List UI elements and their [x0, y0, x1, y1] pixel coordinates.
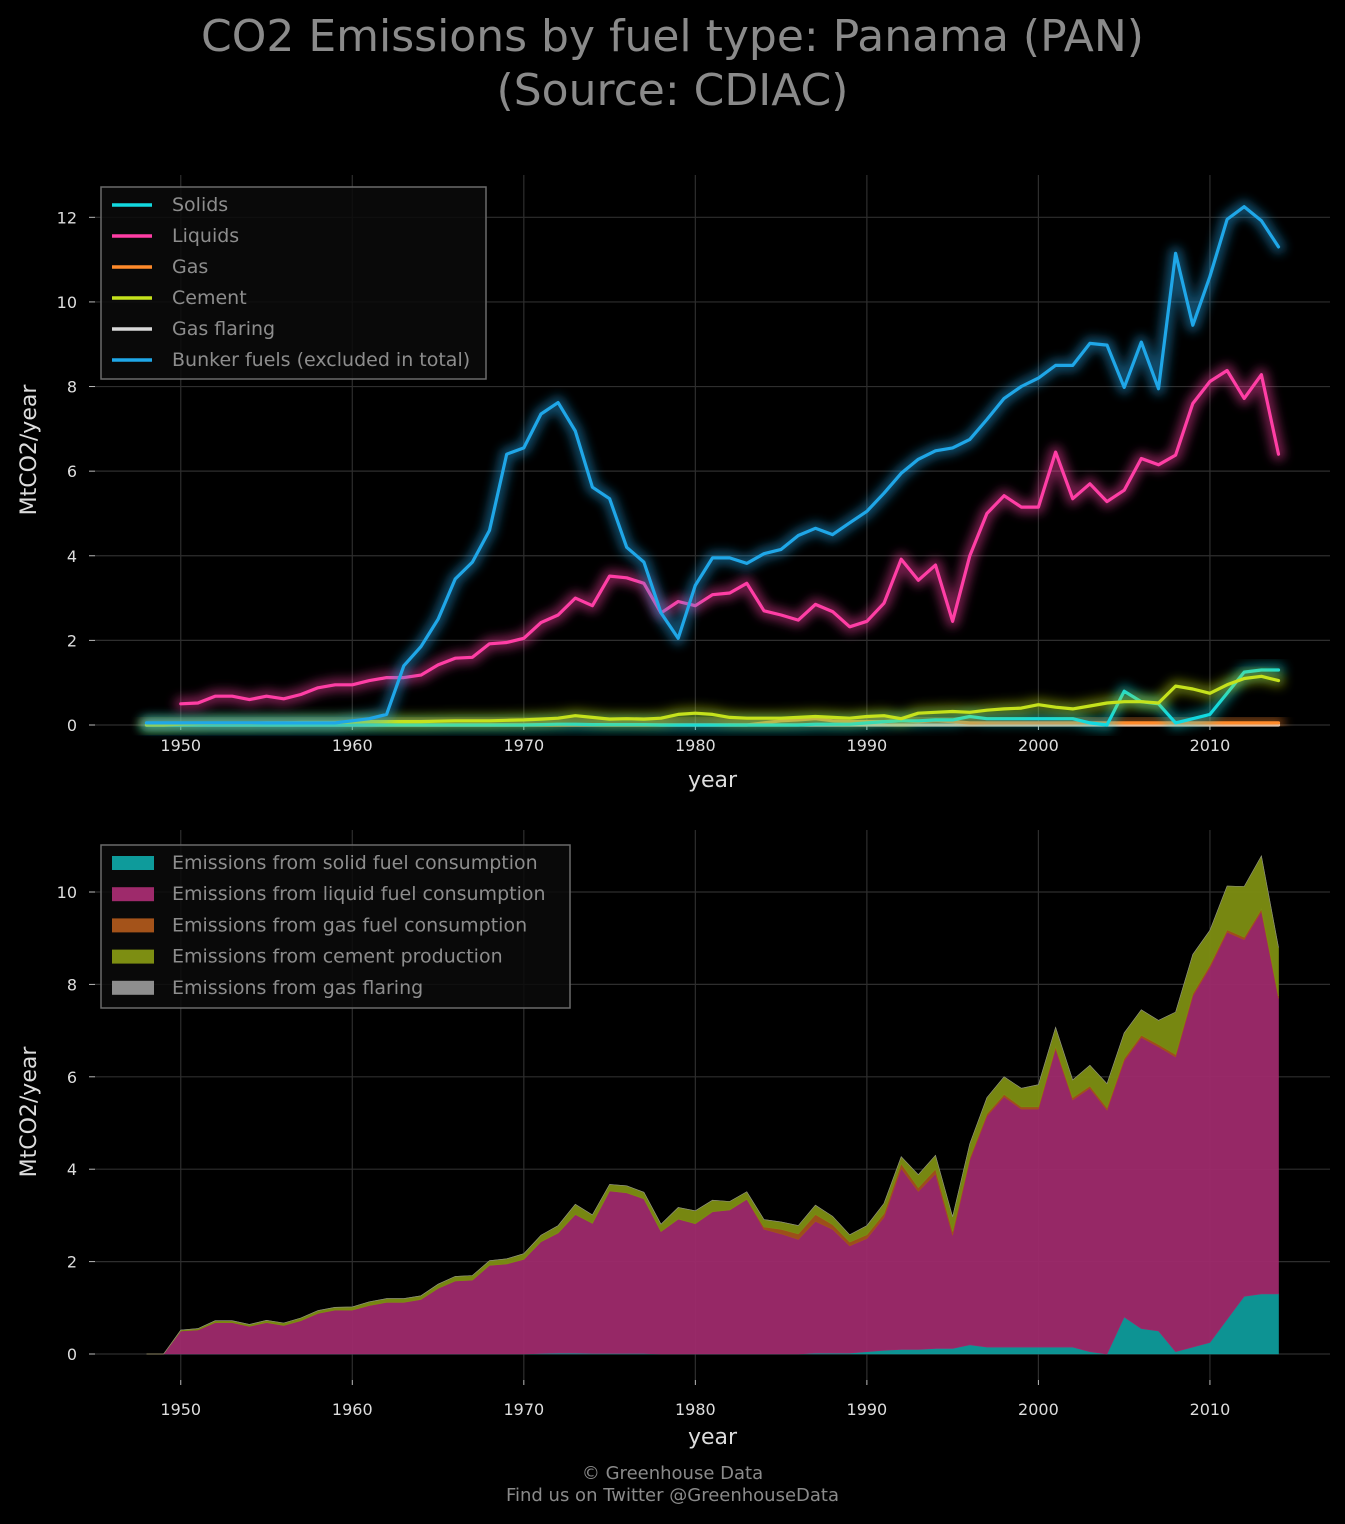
legend-label-emissions-from-liquid-fuel-consumption: Emissions from liquid fuel consumption	[172, 883, 546, 905]
bottom-chart-x-axis-label: year	[688, 1425, 738, 1450]
legend-frame	[100, 844, 571, 1009]
top-chart-x-tick-label: 1960	[332, 736, 373, 755]
legend-swatch-emissions-from-liquid-fuel-consumption	[112, 887, 154, 902]
legend-label-emissions-from-gas-fuel-consumption: Emissions from gas fuel consumption	[172, 914, 527, 936]
series-line-bunker-fuels-excluded-in-total	[144, 205, 1281, 725]
legend-label-gas: Gas	[172, 256, 208, 278]
bottom-chart-legend: Emissions from solid fuel consumption Emi…	[100, 844, 571, 1009]
bottom-chart-y-tick-label: 10	[57, 883, 77, 902]
legend-label-emissions-from-gas-flaring: Emissions from gas flaring	[172, 977, 423, 999]
bottom-area-chart: 1950 1960 1970 1980 1990 2000 2010 0 2 4 6 8 10 year M…	[17, 830, 1330, 1450]
legend-frame	[100, 186, 487, 380]
top-chart-y-axis-label: MtCO2/year	[17, 384, 42, 516]
top-chart-x-tick-label: 2010	[1190, 736, 1231, 755]
top-chart-y-tick-label: 4	[67, 547, 77, 566]
chart-title: CO2 Emissions by fuel type: Panama (PAN)…	[0, 10, 1345, 118]
top-chart-x-tick-label: 1950	[160, 736, 201, 755]
legend-label-solids: Solids	[172, 194, 228, 216]
bottom-chart-y-tick-label: 0	[67, 1345, 77, 1364]
top-chart-y-tick-label: 0	[67, 716, 77, 735]
legend-label-emissions-from-solid-fuel-consumption: Emissions from solid fuel consumption	[172, 852, 538, 874]
legend-swatch-emissions-from-solid-fuel-consumption	[112, 856, 154, 870]
legend-swatch-emissions-from-gas-flaring	[112, 980, 154, 995]
legend-label-gas-flaring: Gas flaring	[172, 318, 275, 340]
top-chart-y-tick-label: 2	[67, 631, 77, 650]
bottom-chart-x-tick-label: 1970	[503, 1400, 544, 1419]
bottom-chart-y-tick-label: 4	[67, 1160, 77, 1179]
footer-copyright: © Greenhouse Data	[581, 1463, 764, 1484]
bottom-chart-x-tick-label: 1950	[160, 1400, 201, 1419]
top-chart-x-axis-label: year	[688, 768, 738, 793]
bottom-chart-y-tick-label: 8	[67, 975, 77, 994]
title-line-2: (Source: CDIAC)	[496, 65, 849, 116]
top-chart-x-tick-label: 1990	[847, 736, 888, 755]
title-line-1: CO2 Emissions by fuel type: Panama (PAN)	[201, 11, 1144, 62]
top-chart-x-tick-label: 1970	[503, 736, 544, 755]
series-glow-liquids	[174, 364, 1285, 711]
bottom-chart-x-tick-label: 1980	[675, 1400, 716, 1419]
legend-label-bunker-fuels-excluded-in-total: Bunker fuels (excluded in total)	[172, 349, 470, 371]
area-emissions-from-gas-flaring	[146, 855, 1279, 1355]
top-chart-y-tick-label: 8	[67, 378, 77, 397]
bottom-chart-y-tick-label: 2	[67, 1253, 77, 1272]
legend-label-emissions-from-cement-production: Emissions from cement production	[172, 946, 503, 968]
top-chart-x-tick-label: 1980	[675, 736, 716, 755]
legend-swatch-emissions-from-cement-production	[112, 949, 154, 964]
top-chart-y-tick-label: 12	[57, 208, 77, 227]
legend-swatch-emissions-from-gas-fuel-consumption	[112, 918, 154, 933]
footer-twitter: Find us on Twitter @GreenhouseData	[505, 1485, 840, 1506]
bottom-chart-y-axis-label: MtCO2/year	[17, 1046, 42, 1178]
top-chart-y-tick-label: 10	[57, 293, 77, 312]
top-line-chart: 1950 1960 1970 1980 1990 2000 2010 0 2 4 6 8 10 12 yea…	[17, 175, 1330, 793]
legend-label-liquids: Liquids	[172, 225, 239, 247]
top-chart-legend: Solids Liquids Gas Cement Gas flaring Bunker …	[100, 186, 487, 380]
footer: © Greenhouse Data Find us on Twitter @Gr…	[0, 1463, 1345, 1507]
bottom-chart-x-tick-label: 2010	[1190, 1400, 1231, 1419]
top-chart-y-tick-label: 6	[67, 462, 77, 481]
legend-label-cement: Cement	[172, 287, 247, 309]
series-line-liquids	[179, 368, 1281, 706]
bottom-chart-y-tick-label: 6	[67, 1068, 77, 1087]
bottom-chart-x-tick-label: 1990	[847, 1400, 888, 1419]
bottom-chart-x-tick-label: 1960	[332, 1400, 373, 1419]
top-chart-x-tick-label: 2000	[1018, 736, 1059, 755]
bottom-chart-x-tick-label: 2000	[1018, 1400, 1059, 1419]
